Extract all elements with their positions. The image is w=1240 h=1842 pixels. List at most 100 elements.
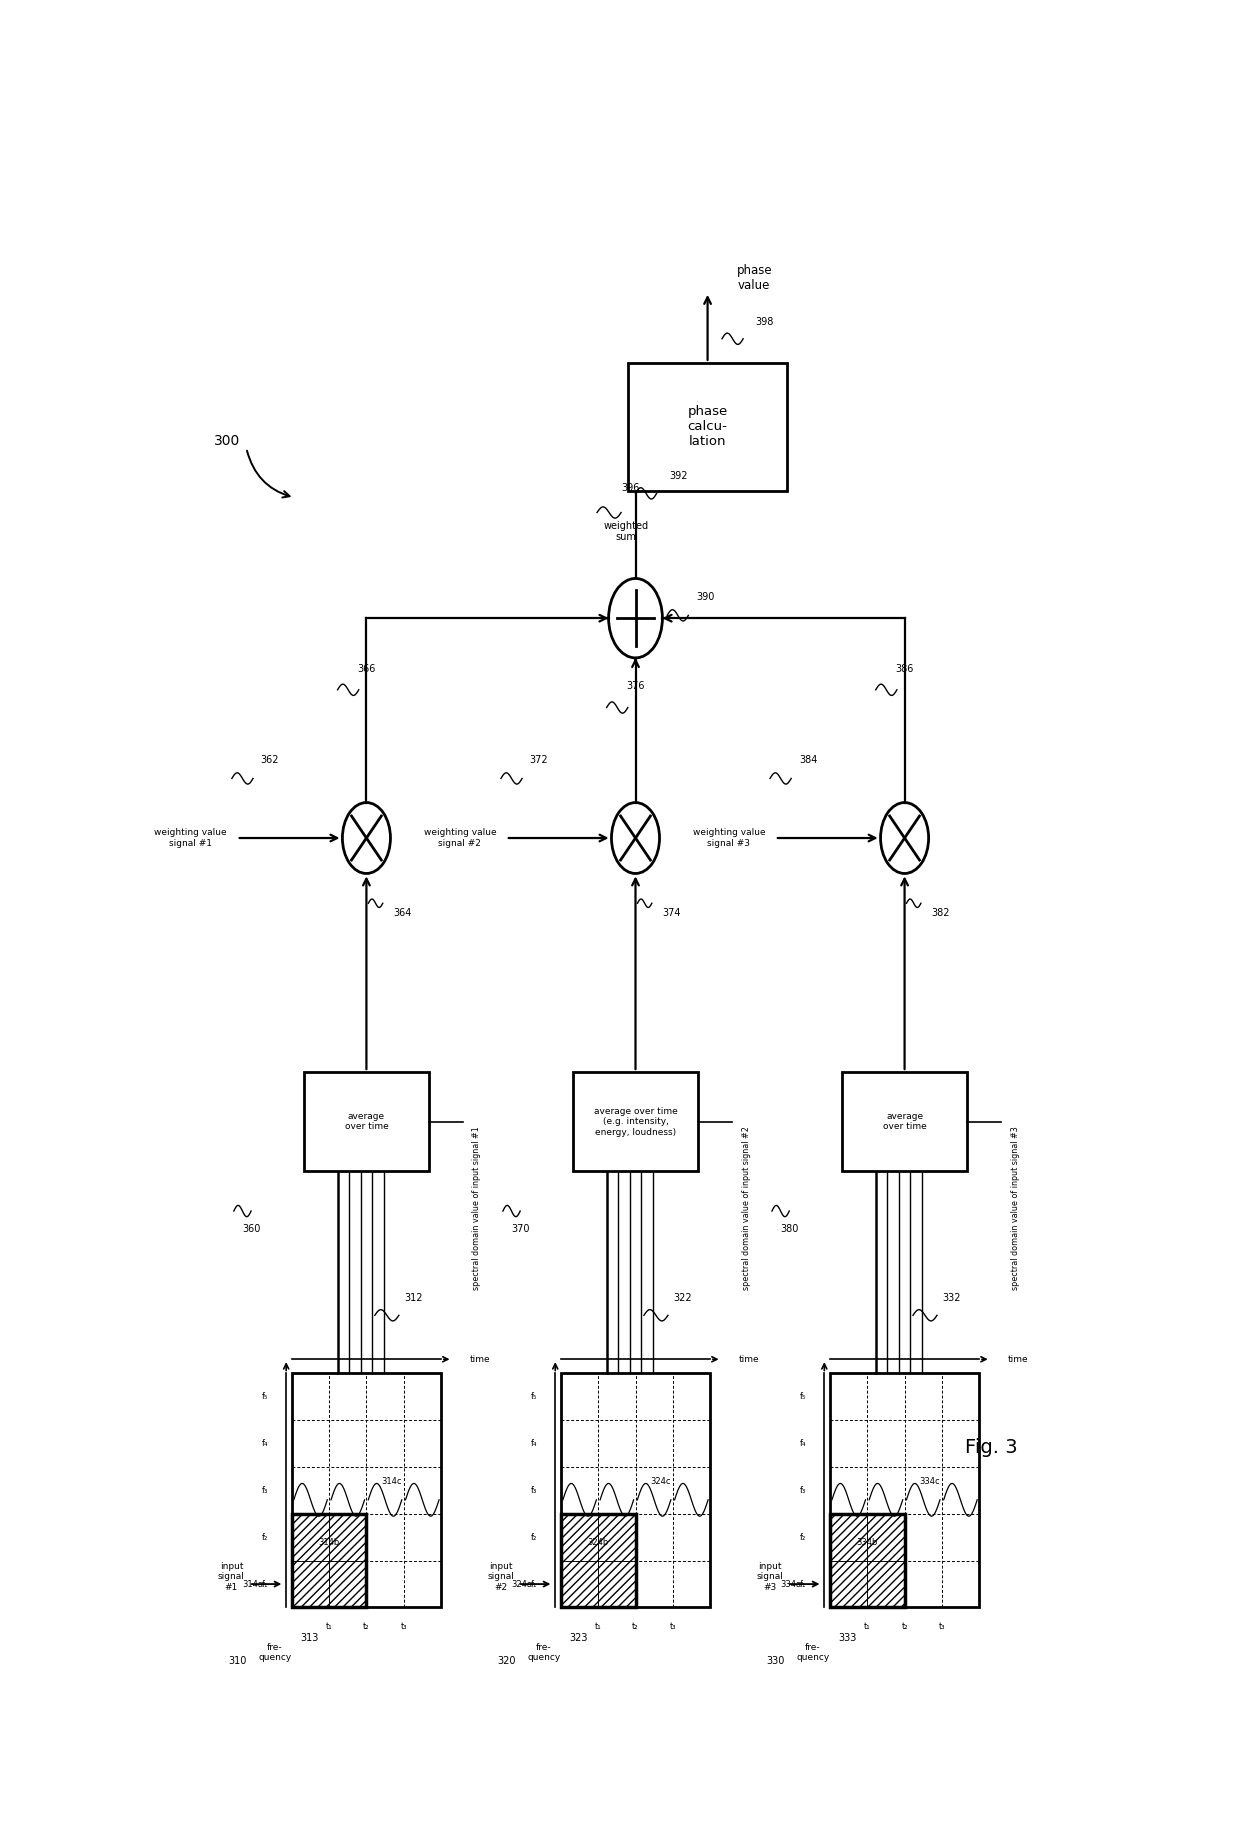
Text: 374: 374	[662, 908, 681, 917]
Text: 370: 370	[511, 1225, 529, 1234]
Text: 386: 386	[895, 663, 914, 674]
Text: f₁: f₁	[531, 1580, 537, 1588]
Text: phase
value: phase value	[737, 263, 773, 291]
Bar	[830, 1560, 867, 1608]
Text: 324b: 324b	[588, 1538, 609, 1547]
Text: Fig. 3: Fig. 3	[965, 1439, 1017, 1457]
Text: 324c: 324c	[651, 1477, 671, 1486]
Bar	[560, 1514, 635, 1608]
Text: weighted
sum: weighted sum	[604, 521, 649, 542]
Text: 360: 360	[242, 1225, 260, 1234]
Text: 332: 332	[942, 1293, 961, 1304]
Text: 333: 333	[838, 1634, 857, 1643]
Text: 322: 322	[673, 1293, 692, 1304]
Text: f₅: f₅	[531, 1393, 537, 1402]
Text: f₃: f₃	[531, 1486, 537, 1496]
Bar	[304, 1072, 429, 1172]
Bar	[560, 1560, 598, 1608]
Text: input
signal
#2: input signal #2	[487, 1562, 513, 1591]
Text: 366: 366	[357, 663, 376, 674]
Text: 364: 364	[393, 908, 412, 917]
Bar	[867, 1514, 904, 1560]
Bar	[329, 1514, 367, 1560]
Text: 334a: 334a	[780, 1580, 801, 1588]
Text: time: time	[739, 1354, 759, 1363]
Text: 398: 398	[755, 317, 774, 326]
Bar	[291, 1560, 329, 1608]
Bar	[830, 1374, 980, 1608]
Text: 362: 362	[260, 755, 279, 764]
Text: t₂: t₂	[632, 1621, 639, 1630]
Bar	[560, 1514, 598, 1560]
Text: weighting value
signal #3: weighting value signal #3	[693, 829, 765, 847]
Text: f₂: f₂	[531, 1533, 537, 1542]
Bar	[830, 1514, 867, 1560]
Text: t₂: t₂	[901, 1621, 908, 1630]
Text: 314b: 314b	[319, 1538, 340, 1547]
Text: spectral domain value of input signal #2: spectral domain value of input signal #2	[742, 1127, 750, 1291]
Text: 376: 376	[626, 682, 645, 691]
Text: 314c: 314c	[382, 1477, 402, 1486]
Text: 313: 313	[300, 1634, 319, 1643]
Text: t₁: t₁	[864, 1621, 870, 1630]
Text: f₂: f₂	[262, 1533, 268, 1542]
Bar	[842, 1072, 967, 1172]
Text: 382: 382	[931, 908, 950, 917]
Text: average over time
(e.g. intensity,
energy, loudness): average over time (e.g. intensity, energ…	[594, 1107, 677, 1137]
Text: 380: 380	[780, 1225, 799, 1234]
Bar	[291, 1374, 441, 1608]
Text: f₃: f₃	[800, 1486, 806, 1496]
Bar	[291, 1514, 367, 1608]
Text: input
signal
#1: input signal #1	[218, 1562, 244, 1591]
Text: f₄: f₄	[531, 1439, 537, 1448]
Text: f₂: f₂	[800, 1533, 806, 1542]
Text: 372: 372	[529, 755, 548, 764]
Text: weighting value
signal #2: weighting value signal #2	[424, 829, 496, 847]
Text: 384: 384	[799, 755, 817, 764]
Text: f₅: f₅	[800, 1393, 806, 1402]
Text: f₁: f₁	[262, 1580, 268, 1588]
Bar	[830, 1514, 904, 1608]
Text: 392: 392	[670, 472, 688, 481]
Text: 314a: 314a	[242, 1580, 263, 1588]
Text: 320: 320	[497, 1656, 516, 1665]
Text: 310: 310	[228, 1656, 247, 1665]
Text: 390: 390	[696, 591, 714, 602]
Text: spectral domain value of input signal #1: spectral domain value of input signal #1	[472, 1127, 481, 1291]
Text: t₂: t₂	[363, 1621, 370, 1630]
Text: fre-
quency: fre- quency	[527, 1643, 560, 1661]
Text: 324a: 324a	[511, 1580, 532, 1588]
Text: time: time	[470, 1354, 490, 1363]
Bar	[329, 1560, 367, 1608]
Text: t₃: t₃	[401, 1621, 407, 1630]
Text: fre-
quency: fre- quency	[796, 1643, 830, 1661]
Text: spectral domain value of input signal #3: spectral domain value of input signal #3	[1011, 1127, 1019, 1291]
Text: average
over time: average over time	[345, 1113, 388, 1131]
Text: t₃: t₃	[670, 1621, 676, 1630]
Text: phase
calcu-
lation: phase calcu- lation	[687, 405, 728, 448]
Bar	[598, 1560, 635, 1608]
Bar	[629, 363, 787, 490]
Bar	[598, 1514, 635, 1560]
Text: f₁: f₁	[800, 1580, 806, 1588]
Text: average
over time: average over time	[883, 1113, 926, 1131]
Text: t₁: t₁	[326, 1621, 332, 1630]
Bar	[560, 1374, 711, 1608]
Text: f₃: f₃	[262, 1486, 268, 1496]
Text: input
signal
#3: input signal #3	[756, 1562, 782, 1591]
Text: f₅: f₅	[262, 1393, 268, 1402]
Text: time: time	[1008, 1354, 1028, 1363]
Text: 334b: 334b	[857, 1538, 878, 1547]
Text: 334c: 334c	[920, 1477, 940, 1486]
Text: 300: 300	[215, 435, 241, 448]
Text: f₄: f₄	[800, 1439, 806, 1448]
Text: fre-
quency: fre- quency	[258, 1643, 291, 1661]
Text: weighting value
signal #1: weighting value signal #1	[155, 829, 227, 847]
Bar	[291, 1514, 329, 1560]
Bar	[573, 1072, 698, 1172]
Text: f₄: f₄	[262, 1439, 268, 1448]
Text: t₃: t₃	[939, 1621, 945, 1630]
Text: 312: 312	[404, 1293, 423, 1304]
Bar	[867, 1560, 904, 1608]
Text: 330: 330	[766, 1656, 785, 1665]
